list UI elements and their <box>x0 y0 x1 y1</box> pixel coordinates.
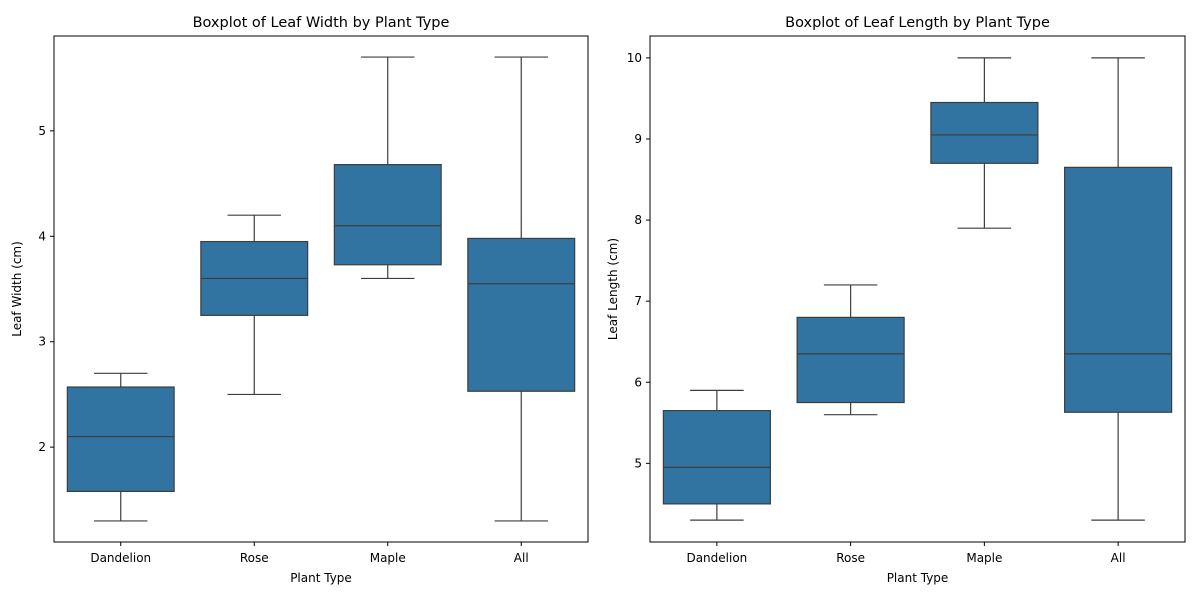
box-dandelion <box>66 386 175 493</box>
y-tick-label: 4 <box>38 229 46 243</box>
plot-area: 5 6 7 8 9 10 Dandelion Rose Maple All <box>627 35 1186 565</box>
y-tick-label: 2 <box>38 440 46 454</box>
box-maple <box>333 164 442 266</box>
x-tick-label: Dandelion <box>686 551 747 565</box>
y-tick-label: 9 <box>634 132 642 146</box>
x-tick-label: All <box>1111 551 1126 565</box>
chart-title: Boxplot of Leaf Length by Plant Type <box>785 15 1050 31</box>
x-tick-label: Dandelion <box>90 551 151 565</box>
box-dandelion <box>662 410 771 505</box>
y-tick-label: 8 <box>634 213 642 227</box>
box-rose <box>796 316 905 404</box>
axes-frame <box>649 35 1186 543</box>
y-tick-label: 6 <box>634 375 642 389</box>
x-tick-label: Maple <box>966 551 1002 565</box>
x-tick-label: Rose <box>836 551 865 565</box>
axes-frame <box>53 35 589 543</box>
x-tick-label: Maple <box>370 551 406 565</box>
leaf-width-boxplot: Boxplot of Leaf Width by Plant Type Plan… <box>10 15 589 585</box>
x-tick-label: All <box>514 551 529 565</box>
y-tick-label: 7 <box>634 294 642 308</box>
x-axis-label: Plant Type <box>887 571 949 585</box>
box-maple <box>930 101 1039 164</box>
plot-area: 2 3 4 5 Dandelion Rose Maple All <box>38 35 589 565</box>
x-axis-label: Plant Type <box>290 571 352 585</box>
y-tick-label: 5 <box>38 124 46 138</box>
y-axis-label: Leaf Length (cm) <box>606 238 620 340</box>
y-tick-label: 3 <box>38 335 46 349</box>
chart-title: Boxplot of Leaf Width by Plant Type <box>193 15 450 31</box>
leaf-length-boxplot: Boxplot of Leaf Length by Plant Type Pla… <box>606 15 1186 585</box>
y-tick-label: 10 <box>627 51 642 65</box>
y-axis-label: Leaf Width (cm) <box>10 241 24 337</box>
x-tick-label: Rose <box>240 551 269 565</box>
box-all <box>1064 166 1173 413</box>
y-tick-label: 5 <box>634 456 642 470</box>
box-all <box>467 237 576 392</box>
